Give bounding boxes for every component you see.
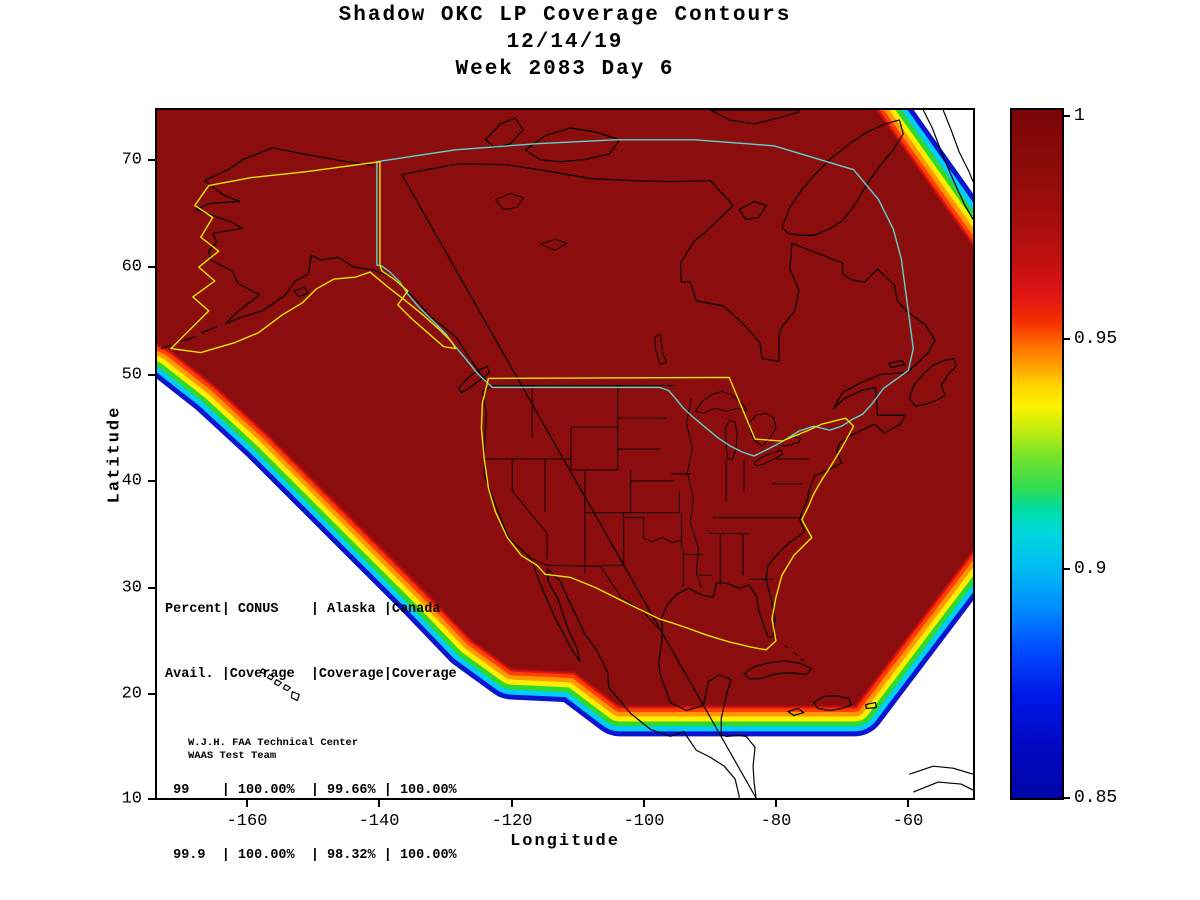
y-tick-mark (148, 266, 155, 268)
x-tick-label: -100 (623, 812, 665, 831)
y-tick-mark (148, 480, 155, 482)
colorbar-tick-label: 1 (1074, 106, 1085, 126)
plot-area: Percent| CONUS | Alaska |Canada Avail. |… (155, 108, 975, 863)
y-axis-label: Latitude (105, 405, 125, 504)
colorbar-tick-mark (1064, 115, 1070, 117)
y-tick-label: 50 (121, 365, 142, 385)
colorbar-tick-mark (1064, 568, 1070, 570)
alaska-coverage-outline (170, 161, 457, 354)
colorbar-tick-label: 0.95 (1074, 329, 1118, 349)
state-borders-path (484, 384, 809, 630)
x-tick-label: -120 (491, 812, 533, 831)
credit-line-1: W.J.H. FAA Technical Center (188, 737, 359, 749)
coastline-path (195, 147, 936, 798)
availability-table: Percent| CONUS | Alaska |Canada Avail. |… (165, 556, 458, 900)
y-tick-mark (148, 798, 155, 800)
y-tick-label: 10 (121, 789, 142, 809)
great-lakes-path (494, 193, 802, 467)
islands-path (160, 286, 973, 793)
x-tick-label: -60 (892, 812, 924, 831)
table-divider (165, 732, 458, 734)
title-line-1: Shadow OKC LP Coverage Contours (338, 4, 792, 27)
x-tick-label: -160 (226, 812, 268, 831)
x-tick-label: -140 (358, 812, 400, 831)
x-tick-label: -80 (760, 812, 792, 831)
y-tick-mark (148, 693, 155, 695)
coverage-map (157, 110, 973, 798)
x-tick-mark (775, 800, 777, 807)
hawaii-islands-path (259, 668, 300, 702)
x-tick-mark (511, 800, 513, 807)
y-tick-mark (148, 159, 155, 161)
arctic-islands-path (484, 110, 904, 236)
greenland-coast-path (922, 110, 973, 220)
y-tick-label: 30 (121, 578, 142, 598)
colorbar-tick-label: 0.9 (1074, 559, 1107, 579)
y-tick-label: 20 (121, 684, 142, 704)
title-line-2: 12/14/19 (506, 31, 624, 54)
credit-text: W.J.H. FAA Technical Center WAAS Test Te… (188, 737, 358, 763)
table-line: 99.9 | 100.00% | 98.32% | 100.00% (165, 847, 457, 863)
x-tick-mark (907, 800, 909, 807)
conus-coverage-outline (480, 376, 855, 651)
colorbar-tick-label: 0.85 (1074, 788, 1118, 808)
y-tick-mark (148, 374, 155, 376)
table-line: Avail. |Coverage |Coverage|Coverage (165, 666, 457, 682)
x-tick-mark (643, 800, 645, 807)
colorbar (1010, 108, 1064, 800)
table-line: 99 | 100.00% | 99.66% | 100.00% (165, 783, 457, 798)
title-line-3: Week 2083 Day 6 (455, 58, 675, 81)
table-line: Percent| CONUS | Alaska |Canada (165, 602, 441, 617)
credit-line-2: WAAS Test Team (188, 750, 277, 762)
x-tick-mark (246, 800, 248, 807)
y-tick-label: 60 (121, 257, 142, 277)
x-axis-label: Longitude (510, 832, 620, 851)
y-tick-mark (148, 587, 155, 589)
colorbar-tick-mark (1064, 338, 1070, 340)
colorbar-tick-mark (1064, 797, 1070, 799)
y-tick-label: 40 (121, 471, 142, 491)
bahamas-path (784, 645, 805, 662)
x-tick-mark (378, 800, 380, 807)
y-tick-label: 70 (121, 150, 142, 170)
